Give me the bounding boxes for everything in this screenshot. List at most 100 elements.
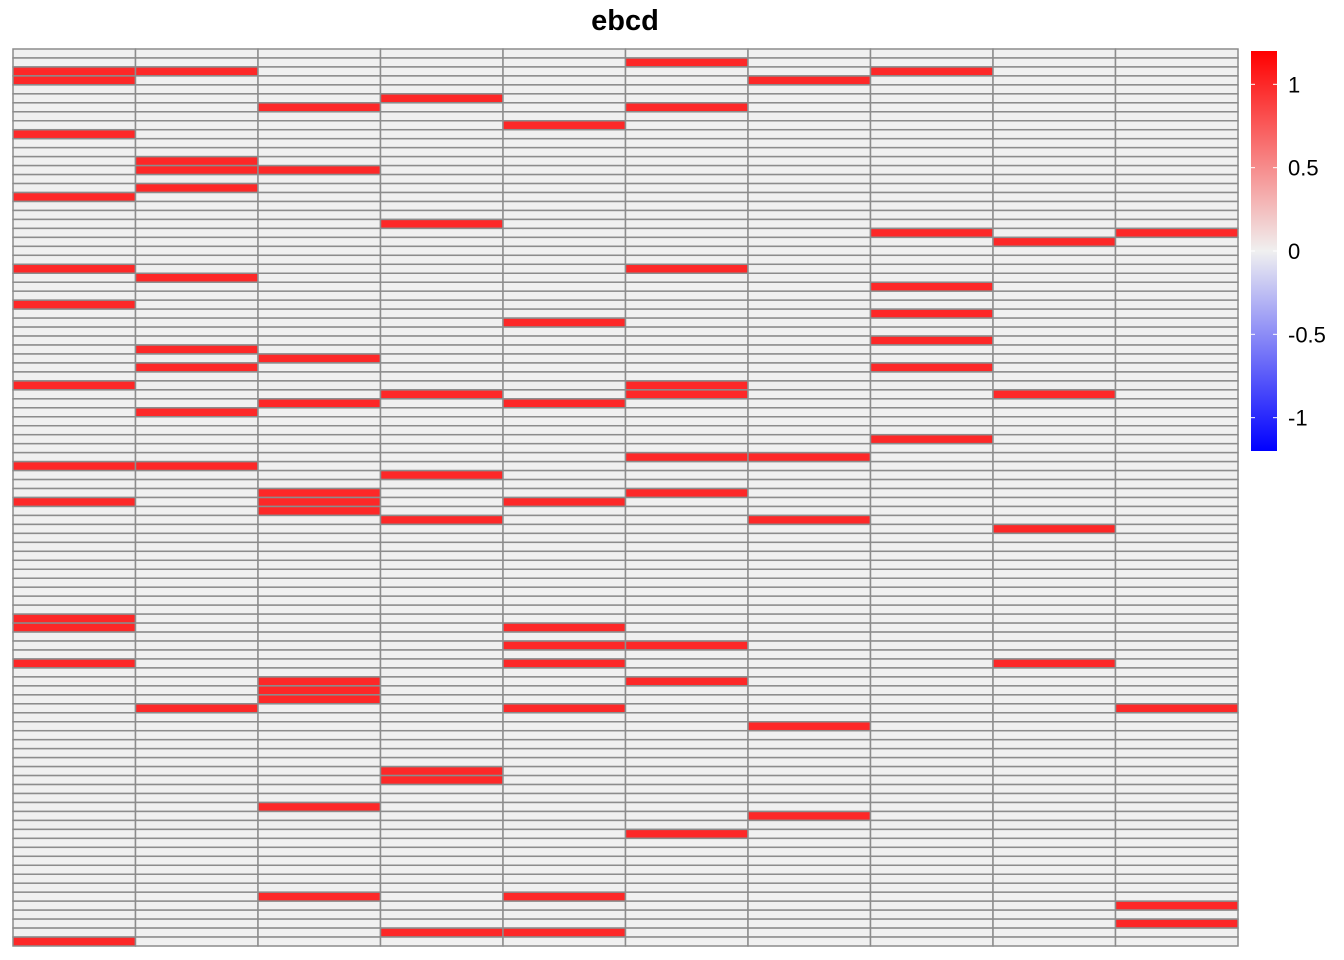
heatmap-cell <box>134 640 259 651</box>
heatmap-cell <box>624 128 749 140</box>
heatmap-cell <box>134 801 259 813</box>
heatmap-cell <box>1114 936 1239 947</box>
heatmap-cell <box>624 837 749 849</box>
heatmap-cell <box>134 496 259 508</box>
heatmap-cell <box>379 667 504 678</box>
heatmap-cell <box>257 433 382 445</box>
heatmap-cell <box>869 864 994 875</box>
heatmap-cell <box>257 774 382 786</box>
heatmap-cell <box>134 738 259 750</box>
heatmap-cell <box>747 900 872 911</box>
heatmap-cell <box>1114 667 1239 678</box>
heatmap-cell <box>624 209 749 221</box>
heatmap-cell <box>1114 227 1239 239</box>
heatmap-cell <box>992 658 1117 669</box>
heatmap-cell <box>869 918 994 929</box>
heatmap-cell <box>502 93 627 104</box>
heatmap-cell <box>134 631 259 642</box>
heatmap-cell <box>992 550 1117 562</box>
heatmap-cell <box>992 84 1117 95</box>
heatmap-cell <box>379 362 504 373</box>
heatmap-cell <box>502 469 627 481</box>
heatmap-cell <box>747 909 872 920</box>
heatmap-cell <box>134 424 259 436</box>
heatmap-cell <box>869 640 994 651</box>
heatmap-cell <box>12 900 137 911</box>
heatmap-cell <box>257 846 382 858</box>
heatmap-cell <box>502 613 627 624</box>
heatmap-cell <box>1114 424 1239 436</box>
heatmap-cell <box>1114 613 1239 624</box>
heatmap-cell <box>747 380 872 391</box>
heatmap-cell <box>869 703 994 714</box>
heatmap-cell <box>869 559 994 571</box>
heatmap-cell <box>869 792 994 804</box>
heatmap-cell <box>624 102 749 113</box>
heatmap-cell <box>869 182 994 194</box>
heatmap-cell <box>869 927 994 938</box>
heatmap-cell <box>379 164 504 176</box>
heatmap-cell <box>747 855 872 867</box>
heatmap-cell <box>747 173 872 185</box>
heatmap-cell <box>12 263 137 274</box>
heatmap-cell <box>502 317 627 328</box>
heatmap-cell <box>12 891 137 902</box>
heatmap-cell <box>12 75 137 86</box>
heatmap-cell <box>869 146 994 158</box>
heatmap-cell <box>134 460 259 472</box>
heatmap-cell <box>624 505 749 517</box>
heatmap-cell <box>1114 909 1239 920</box>
heatmap-cell <box>257 66 382 77</box>
heatmap-cell <box>12 568 137 579</box>
heatmap-cell <box>379 909 504 920</box>
heatmap-cell <box>379 613 504 624</box>
heatmap-cell <box>624 801 749 813</box>
heatmap-cell <box>1114 541 1239 553</box>
heatmap-cell <box>992 909 1117 920</box>
heatmap-cell <box>1114 550 1239 562</box>
heatmap-cell <box>992 254 1117 266</box>
heatmap-cell <box>502 586 627 597</box>
heatmap-cell <box>257 586 382 597</box>
heatmap-cell <box>379 326 504 337</box>
heatmap-cell <box>257 559 382 571</box>
heatmap-cell <box>379 900 504 911</box>
heatmap-cell <box>379 200 504 212</box>
heatmap-cell <box>869 801 994 813</box>
heatmap-cell <box>992 93 1117 104</box>
heatmap-cell <box>134 451 259 463</box>
heatmap-cell <box>134 721 259 732</box>
heatmap-cell <box>1114 900 1239 911</box>
heatmap-cell <box>502 227 627 239</box>
heatmap-cell <box>869 783 994 795</box>
heatmap-cell <box>502 299 627 310</box>
legend-tick-label: 1 <box>1288 72 1300 97</box>
heatmap-cell <box>992 514 1117 526</box>
heatmap-cell <box>12 774 137 786</box>
heatmap-cell <box>1114 344 1239 355</box>
heatmap-cell <box>257 658 382 669</box>
heatmap-cell <box>134 120 259 131</box>
heatmap-cell <box>624 613 749 624</box>
heatmap-cell <box>257 873 382 884</box>
heatmap-cell <box>502 57 627 68</box>
heatmap-cell <box>747 694 872 705</box>
heatmap-cell <box>257 209 382 221</box>
heatmap-cell <box>257 416 382 427</box>
heatmap-cell <box>747 568 872 579</box>
heatmap-cell <box>12 155 137 167</box>
heatmap-cell <box>12 146 137 158</box>
heatmap-cell <box>379 505 504 517</box>
heatmap-cell <box>134 146 259 158</box>
heatmap-cell <box>12 137 137 149</box>
heatmap-cell <box>747 819 872 831</box>
heatmap-cell <box>379 102 504 113</box>
heatmap-cell <box>1114 308 1239 319</box>
heatmap-cell <box>624 604 749 615</box>
heatmap-cell <box>12 676 137 687</box>
heatmap-cell <box>869 128 994 140</box>
heatmap-cell <box>134 900 259 911</box>
heatmap-cell <box>869 855 994 867</box>
heatmap-cell <box>624 173 749 185</box>
heatmap-cell <box>12 505 137 517</box>
